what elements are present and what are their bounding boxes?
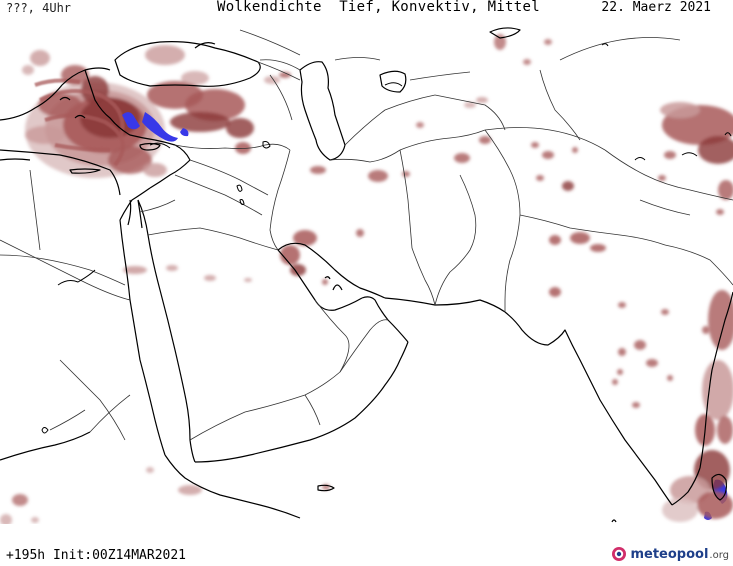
meteopool-logo-icon (612, 547, 627, 561)
meteopool-brand[interactable]: meteopool .org (611, 546, 729, 562)
cloud-swirl-arms (34, 78, 125, 167)
map-area (0, 18, 733, 524)
forecast-time-label: ???, 4Uhr (6, 1, 72, 15)
cloud-field-india (549, 232, 710, 408)
lakes (41, 43, 732, 434)
forecast-date: 22. Maerz 2021 (601, 0, 711, 15)
cloud-field-caspian (279, 34, 578, 191)
country-borders (0, 29, 733, 441)
brand-tld: .org (709, 550, 729, 561)
cloud-field-tibet (658, 102, 733, 215)
convective-cells (122, 112, 728, 520)
map-footer: +195h Init:00Z14MAR2021 meteopool .org (0, 540, 733, 566)
forecast-init-info: +195h Init:00Z14MAR2021 (6, 548, 187, 563)
cloud-density-map (0, 27, 733, 524)
brand-name: meteopool (630, 546, 709, 562)
cloud-field-anatolia (145, 45, 280, 154)
cloud-field-arabia (0, 265, 330, 524)
map-title: Wolkendichte Tief, Konvektiv, Mittel (217, 0, 540, 15)
map-header: ???, 4Uhr Wolkendichte Tief, Konvektiv, … (0, 0, 733, 18)
cloud-layer (0, 34, 733, 524)
cloud-field-persian-gulf (280, 229, 364, 285)
